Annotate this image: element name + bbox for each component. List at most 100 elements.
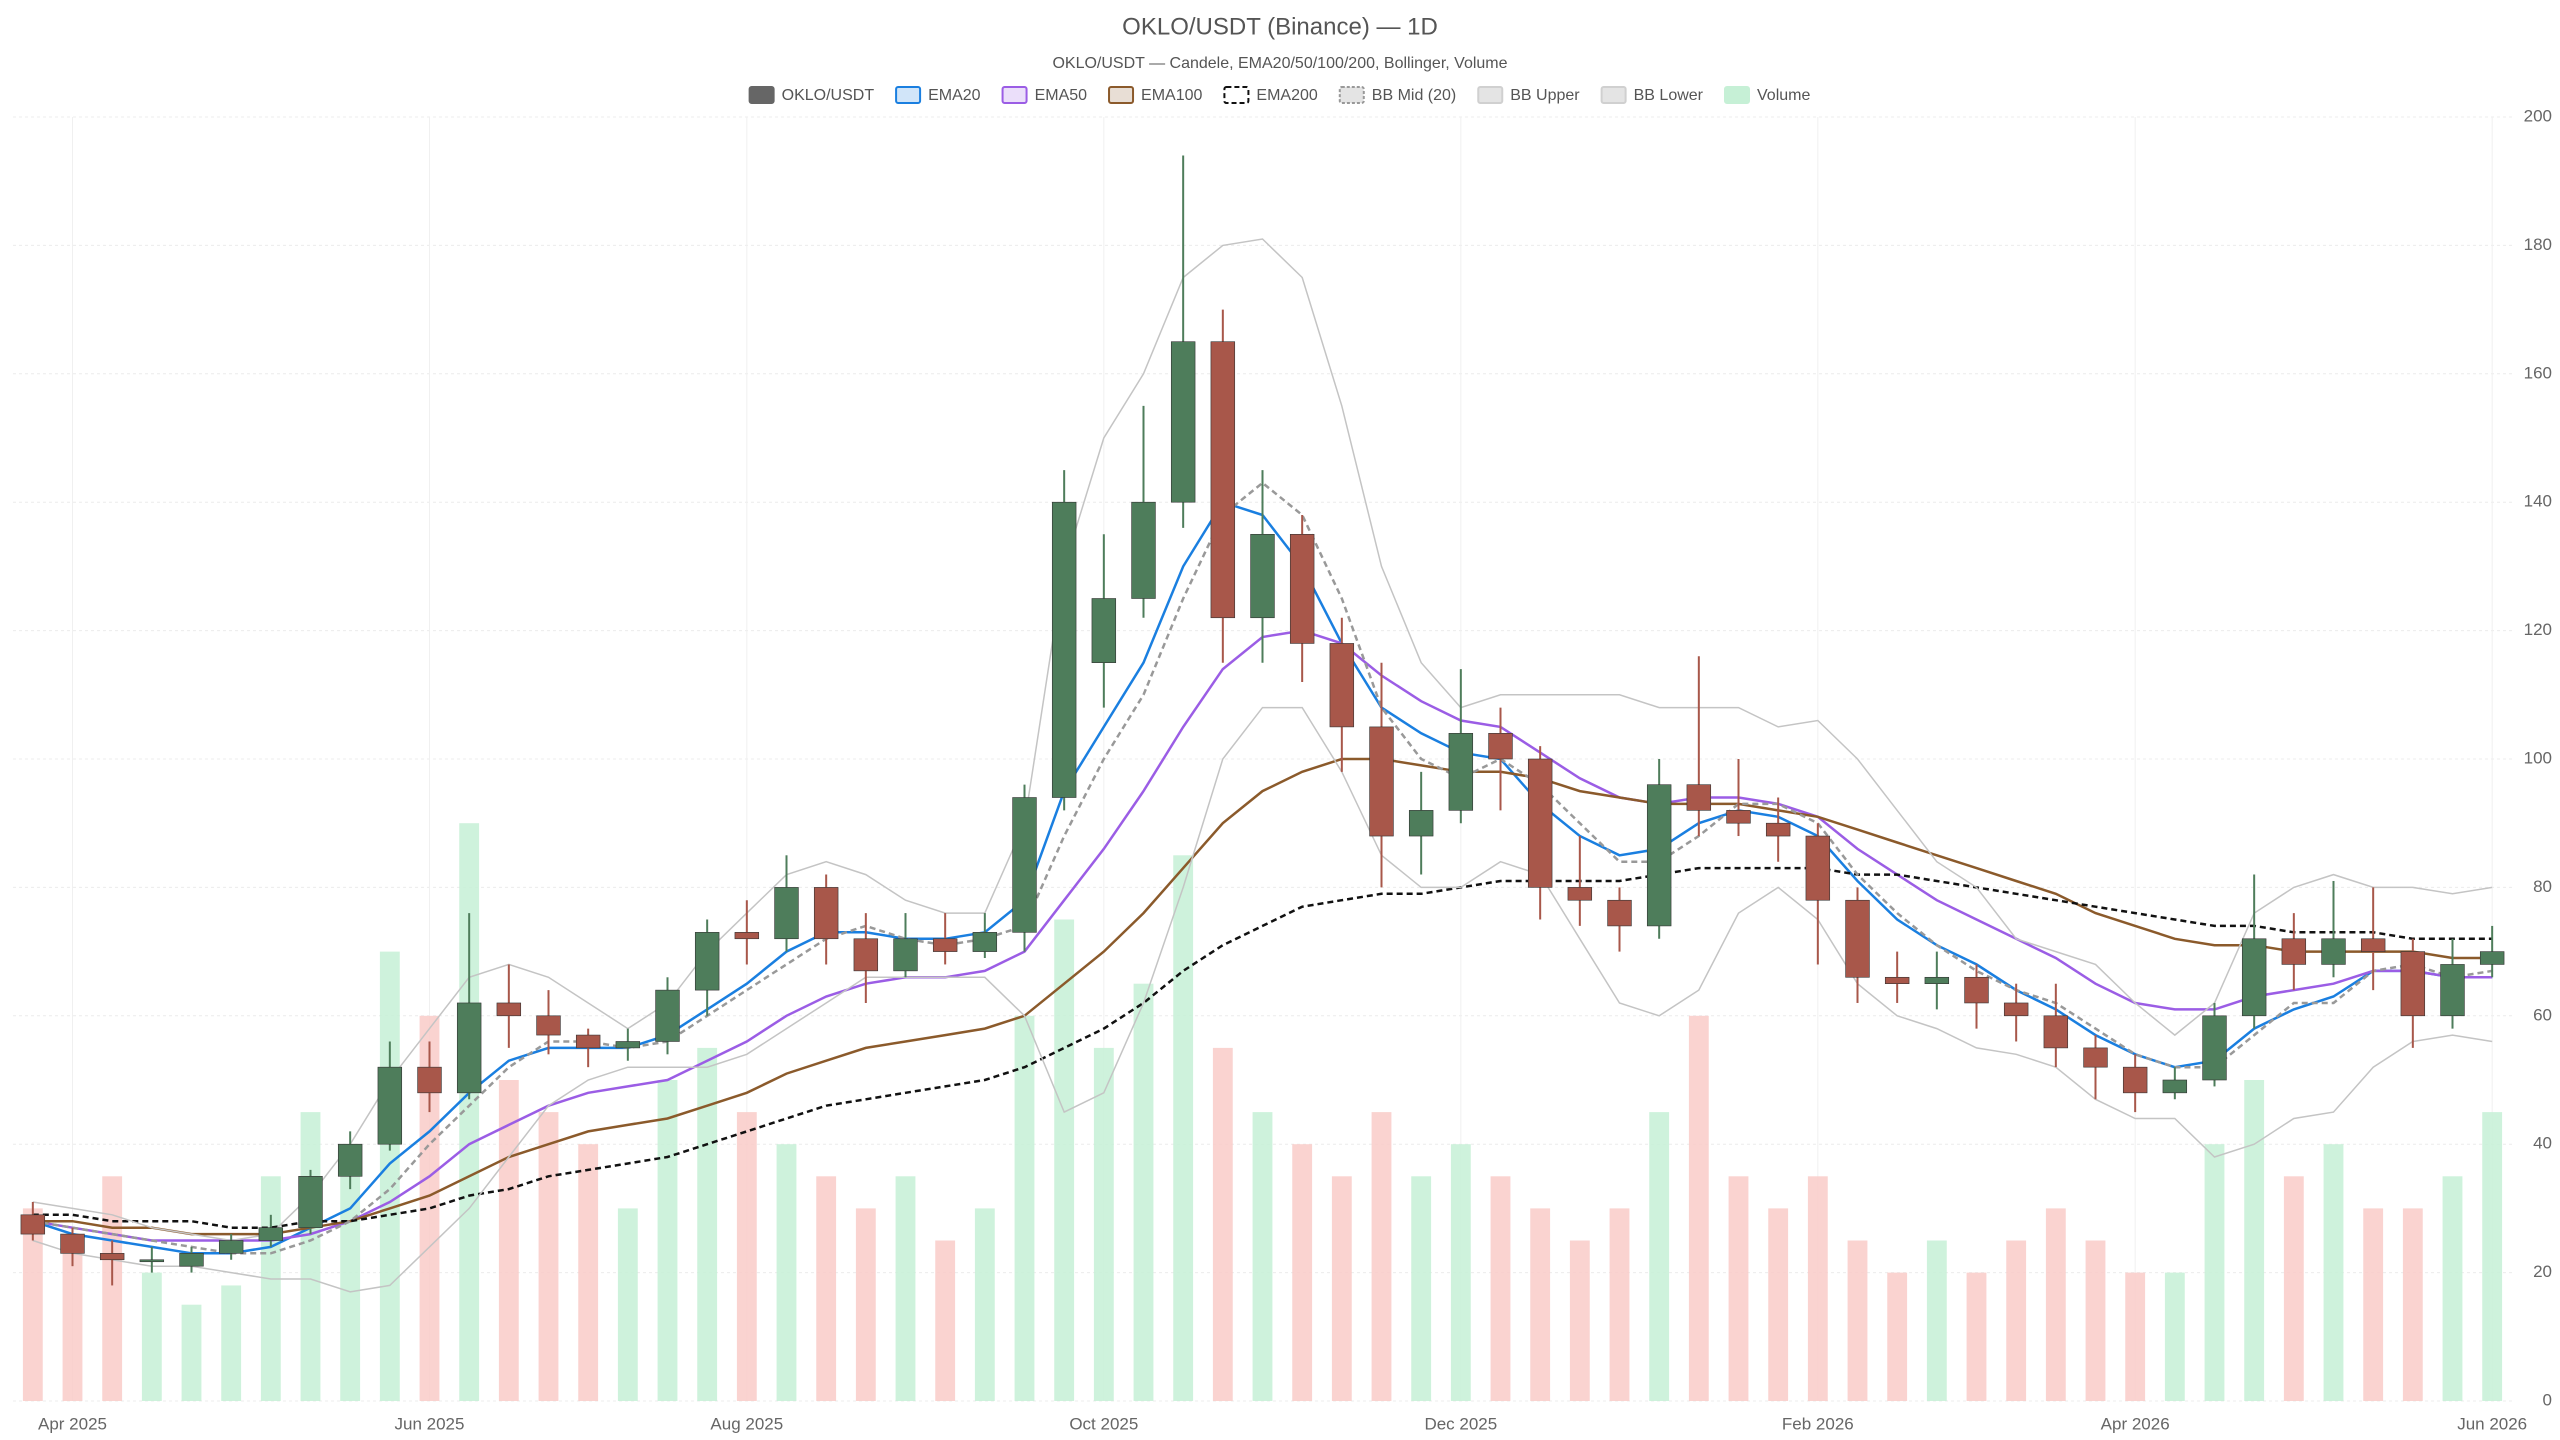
- volume-bar: [1688, 1015, 1709, 1401]
- legend-swatch: [748, 86, 775, 104]
- candle-body: [2479, 951, 2505, 965]
- volume-bar: [1609, 1208, 1630, 1401]
- legend-item: BB Mid (20): [1338, 86, 1456, 104]
- candle-body: [1131, 501, 1156, 599]
- legend-label: BB Lower: [1634, 87, 1704, 104]
- volume-bar: [1292, 1144, 1313, 1401]
- volume-bar: [2244, 1080, 2265, 1401]
- candle-body: [615, 1041, 641, 1049]
- volume-bar: [935, 1240, 956, 1401]
- candle-body: [2360, 938, 2386, 952]
- volume-bar: [1768, 1208, 1789, 1401]
- candle-body: [1924, 976, 1950, 985]
- candle-body: [1845, 899, 1870, 978]
- volume-bar: [1331, 1176, 1352, 1401]
- candle-body: [853, 938, 879, 972]
- candle-body: [60, 1233, 85, 1254]
- candle-body: [1527, 758, 1553, 888]
- candle-body: [1289, 533, 1315, 644]
- y-tick-label: 0: [2543, 1390, 2552, 1409]
- volume-bar: [62, 1240, 83, 1401]
- candle-body: [496, 1002, 522, 1017]
- candle-body: [218, 1240, 244, 1254]
- volume-bar: [1530, 1208, 1551, 1401]
- volume-bar: [1054, 919, 1075, 1401]
- volume-bar: [1173, 855, 1194, 1401]
- y-tick-label: 60: [2533, 1005, 2552, 1024]
- legend-swatch: [1338, 86, 1365, 104]
- volume-bar: [1847, 1240, 1868, 1401]
- indicator-line: [32, 757, 2493, 1236]
- candle-body: [1607, 899, 1632, 927]
- legend: OKLO/USDT EMA20 EMA50 EMA100 EMA200 BB Mid (2…: [748, 86, 1810, 104]
- volume-bar: [2482, 1112, 2503, 1401]
- volume-bar: [459, 823, 480, 1401]
- candle-body: [2003, 1002, 2029, 1017]
- indicator-line: [32, 866, 2493, 1229]
- candle-body: [1369, 726, 1394, 837]
- candle-body: [139, 1259, 165, 1263]
- volume-bar: [776, 1144, 797, 1401]
- legend-item: EMA20: [895, 86, 981, 104]
- candle-body: [2043, 1015, 2069, 1049]
- candle-body: [536, 1015, 561, 1036]
- candle-body: [1210, 341, 1236, 619]
- indicator-line: [32, 706, 2493, 1293]
- candle-body: [2440, 964, 2465, 1017]
- candle-body: [1567, 887, 1593, 901]
- candle-body: [1091, 598, 1117, 663]
- volume-bar: [855, 1208, 876, 1401]
- volume-bar: [102, 1176, 123, 1401]
- candle-body: [337, 1143, 363, 1177]
- candle-body: [20, 1214, 46, 1235]
- y-tick-label: 80: [2533, 877, 2552, 896]
- candle-body: [1170, 341, 1196, 503]
- legend-label: EMA200: [1256, 87, 1317, 104]
- volume-bar: [1212, 1047, 1233, 1401]
- candle-body: [258, 1227, 284, 1241]
- candle-body: [1765, 822, 1791, 837]
- candle-body: [932, 938, 958, 952]
- volume-bar: [1490, 1176, 1511, 1401]
- volume-bar: [419, 1015, 440, 1401]
- volume-bar: [1450, 1144, 1471, 1401]
- candle-body: [2122, 1066, 2148, 1094]
- x-tick-label: Aug 2025: [710, 1414, 783, 1433]
- candle-body: [1964, 976, 1989, 1004]
- volume-bar: [2164, 1272, 2185, 1401]
- candle-body: [2321, 938, 2346, 965]
- legend-swatch: [895, 86, 922, 104]
- volume-bar: [1728, 1176, 1749, 1401]
- candle-body: [1408, 810, 1434, 837]
- legend-item: OKLO/USDT: [748, 86, 875, 104]
- indicator-line: [32, 238, 2493, 1242]
- volume-bar: [1966, 1272, 1987, 1401]
- candle-body: [1805, 835, 1831, 901]
- volume-bar: [2006, 1240, 2027, 1401]
- volume-bar: [2323, 1144, 2344, 1401]
- volume-bar: [22, 1208, 43, 1401]
- y-tick-label: 200: [2524, 106, 2552, 125]
- y-tick-label: 100: [2524, 748, 2552, 767]
- legend-swatch: [1001, 86, 1028, 104]
- volume-bar: [2125, 1272, 2146, 1401]
- y-tick-label: 20: [2533, 1262, 2552, 1281]
- x-tick-label: Dec 2025: [1424, 1414, 1497, 1433]
- volume-bar: [816, 1176, 837, 1401]
- candle-body: [655, 989, 680, 1042]
- volume-bar: [578, 1144, 599, 1401]
- volume-bar: [736, 1112, 757, 1401]
- chart-title: OKLO/USDT (Binance) — 1D: [1122, 13, 1438, 40]
- candle-body: [1884, 976, 1910, 985]
- y-tick-label: 120: [2524, 620, 2552, 639]
- candle-body: [179, 1253, 204, 1267]
- legend-swatch: [1223, 86, 1250, 104]
- volume-bar: [1252, 1112, 1273, 1401]
- legend-label: OKLO/USDT: [782, 87, 875, 104]
- x-tick-label: Jun 2026: [2457, 1414, 2527, 1433]
- volume-bar: [221, 1285, 242, 1401]
- volume-bar: [2085, 1240, 2106, 1401]
- legend-label: BB Upper: [1510, 87, 1580, 104]
- volume-bar: [1133, 983, 1154, 1401]
- candle-body: [813, 887, 839, 940]
